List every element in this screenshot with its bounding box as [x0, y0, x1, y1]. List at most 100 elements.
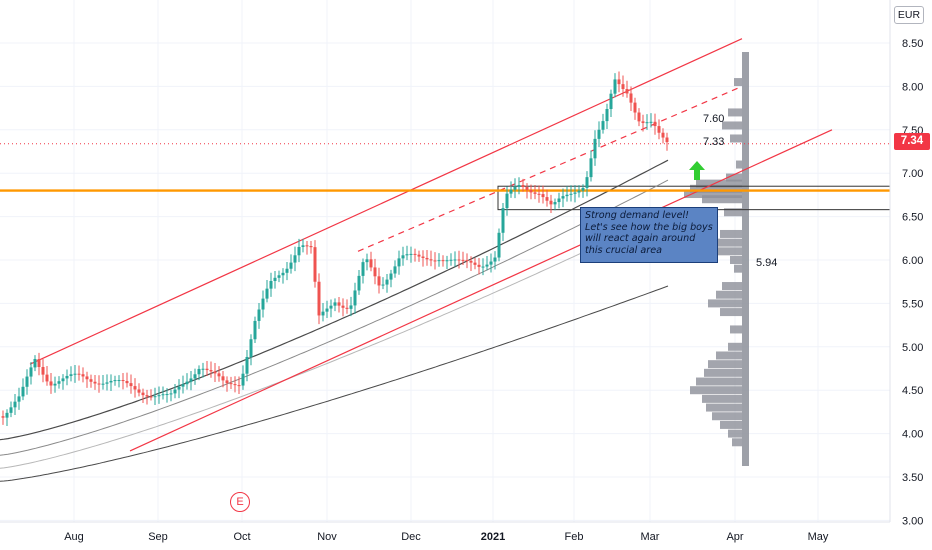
- profile-bar: [690, 184, 742, 193]
- candle-body: [289, 262, 293, 269]
- candle-body: [569, 193, 573, 195]
- x-tick-label: Aug: [64, 531, 84, 543]
- candle-body: [113, 380, 117, 382]
- candle-body: [161, 394, 165, 396]
- candle-body: [45, 374, 49, 382]
- candle-body: [13, 401, 17, 408]
- candle-body: [581, 187, 585, 191]
- x-tick-label: Dec: [401, 531, 421, 543]
- candle-body: [485, 264, 489, 267]
- candle-body: [433, 260, 437, 262]
- candle-body: [613, 79, 617, 94]
- candle-body: [293, 255, 297, 263]
- profile-bar: [708, 360, 742, 369]
- candle-body: [497, 232, 501, 258]
- x-tick-label: Sep: [148, 531, 168, 543]
- time-axis[interactable]: Aug Sep Oct Nov Dec 2021 Feb Mar Apr May: [64, 531, 829, 543]
- candle-body: [181, 384, 185, 387]
- candle-body: [109, 380, 113, 383]
- candle-body: [369, 259, 373, 268]
- profile-bar: [712, 412, 742, 421]
- x-tick-label: May: [808, 531, 829, 543]
- candle-body: [657, 126, 661, 133]
- candle-body: [29, 367, 33, 377]
- candle-body: [405, 254, 409, 256]
- candle-body: [245, 356, 249, 374]
- candle-body: [77, 373, 81, 375]
- x-tick-label: Apr: [726, 531, 743, 543]
- earnings-marker[interactable]: E: [230, 492, 250, 512]
- candle-body: [265, 288, 269, 299]
- candle-body: [309, 246, 313, 248]
- currency-badge[interactable]: EUR: [894, 6, 924, 24]
- candle-body: [565, 194, 569, 197]
- candle-body: [329, 305, 333, 309]
- candle-body: [41, 366, 45, 375]
- candle-body: [117, 380, 121, 382]
- candle-body: [573, 192, 577, 194]
- candle-body: [85, 376, 89, 380]
- profile-bar: [736, 160, 742, 169]
- candle-body: [89, 379, 93, 382]
- ema-line: [0, 159, 669, 441]
- profile-bar: [720, 229, 742, 238]
- candle-body: [477, 264, 481, 267]
- level-label-upper: 7.60: [703, 113, 724, 125]
- profile-bar: [722, 282, 742, 291]
- candle-body: [333, 302, 337, 306]
- candle-body: [469, 260, 473, 263]
- candle-body: [373, 267, 377, 277]
- candle-body: [409, 253, 413, 255]
- candle-body: [377, 276, 381, 286]
- y-tick-label: 5.50: [902, 298, 923, 310]
- last-price-badge: 7.34: [894, 133, 930, 150]
- annotation-line: this crucial area: [585, 244, 662, 256]
- candle-body: [453, 259, 457, 261]
- candle-body: [629, 93, 633, 103]
- candle-body: [273, 277, 277, 281]
- profile-bar: [726, 173, 742, 182]
- candle-body: [65, 375, 69, 379]
- candle-body: [357, 275, 361, 291]
- profile-bar: [734, 78, 742, 87]
- candle-body: [21, 386, 25, 397]
- annotation-line: Strong demand level!: [585, 210, 689, 221]
- profile-bar: [696, 377, 742, 386]
- candle-body: [177, 386, 181, 390]
- candle-body: [601, 121, 605, 130]
- candle-body: [237, 385, 241, 387]
- y-tick-label: 8.00: [902, 81, 923, 93]
- candle-body: [493, 257, 497, 262]
- y-tick-label: 5.00: [902, 342, 923, 354]
- ema-line: [0, 285, 669, 482]
- candle-body: [121, 380, 125, 382]
- candle-body: [277, 275, 281, 278]
- level-label-lower: 7.33: [703, 136, 724, 148]
- candle-body: [489, 261, 493, 265]
- annotation-callout[interactable]: Strong demand level! Let's see how the b…: [580, 207, 718, 263]
- ema-line: [0, 179, 669, 456]
- moving-averages: [0, 159, 669, 482]
- candle-body: [201, 368, 205, 370]
- candle-body: [513, 186, 517, 190]
- candle-body: [381, 284, 385, 286]
- candle-body: [501, 208, 505, 233]
- candle-body: [649, 121, 653, 123]
- candle-body: [517, 185, 521, 187]
- candle-body: [645, 122, 649, 124]
- price-axis[interactable]: 8.508.007.507.006.506.005.505.004.504.00…: [902, 38, 923, 527]
- candle-body: [249, 339, 253, 357]
- x-tick-label: Mar: [641, 531, 660, 543]
- candle-body: [349, 305, 353, 309]
- candle-body: [417, 254, 421, 257]
- candle-body: [189, 378, 193, 382]
- candle-body: [281, 272, 285, 276]
- candle-body: [641, 121, 645, 123]
- candle-body: [577, 190, 581, 193]
- candle-body: [481, 266, 485, 268]
- profile-bar: [702, 195, 742, 204]
- candle-body: [509, 189, 513, 194]
- candle-body: [661, 132, 665, 138]
- candle-body: [665, 137, 669, 143]
